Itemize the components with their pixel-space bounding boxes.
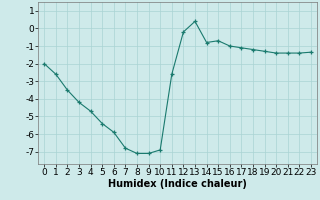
X-axis label: Humidex (Indice chaleur): Humidex (Indice chaleur) [108,179,247,189]
